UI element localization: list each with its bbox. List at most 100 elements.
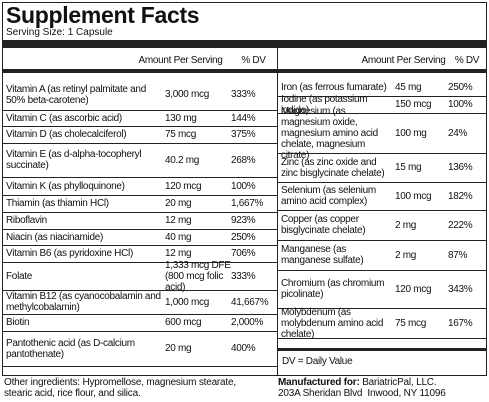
amount: 40 mg [165, 231, 192, 243]
amount: 45 mg [395, 82, 422, 93]
row-rule [3, 177, 277, 178]
daily-value: 400% [231, 343, 256, 354]
daily-value: 87% [448, 249, 468, 261]
daily-value: 706% [231, 248, 256, 259]
daily-value: 222% [448, 219, 473, 231]
nutrient-name: Magnesium (as magnesium oxide, magnesium… [281, 105, 378, 161]
nutrient-name: Vitamin K (as phylloquinone) [6, 180, 125, 192]
daily-value: 100% [231, 180, 256, 192]
row-rule [278, 270, 487, 271]
nutrient-name: Vitamin A (as retinyl palmitate and 50% … [6, 83, 146, 106]
row-rule [3, 366, 277, 367]
dv-header: % DV [454, 54, 480, 66]
row-rule [278, 210, 487, 211]
row-rule [3, 126, 277, 127]
row-rule [3, 314, 277, 315]
thick-bar [2, 40, 487, 48]
row-rule [278, 113, 487, 114]
row-rule [3, 262, 277, 263]
row-rule [278, 96, 487, 97]
amount: 120 mcg [395, 283, 432, 295]
manufactured-label: Manufactured for: [278, 377, 360, 388]
amount: 40.2 mg [165, 154, 200, 166]
daily-value: 24% [448, 127, 468, 139]
row-rule [3, 195, 277, 196]
nutrient-name: Vitamin B6 (as pyridoxine HCl) [6, 248, 133, 259]
row-rule [3, 331, 277, 332]
nutrient-name: Niacin (as niacinamide) [6, 231, 104, 243]
daily-value: 250% [231, 231, 256, 243]
nutrient-name: Biotin [6, 317, 30, 328]
amount: 20 mg [165, 198, 192, 209]
row-rule [278, 182, 487, 183]
row-rule [3, 143, 277, 144]
nutrient-name: Zinc (as zinc oxide and zinc bisglycinat… [281, 156, 385, 179]
daily-value: 923% [231, 215, 256, 226]
amount: 75 mcg [165, 129, 196, 140]
nutrient-name: Vitamin E (as d-alpha-tocopheryl succina… [6, 149, 142, 171]
amount: 1,333 mcg DFE (800 mcg folic acid) [165, 259, 231, 293]
manufacturer-block: Manufactured for: BariatricPal, LLC. 203… [278, 377, 446, 399]
daily-value: 136% [448, 162, 473, 173]
amount: 600 mcg [165, 317, 202, 328]
daily-value: 182% [448, 190, 473, 202]
amount: 2 mg [395, 249, 417, 261]
amount: 20 mg [165, 343, 192, 354]
divider [277, 48, 278, 375]
amount: 75 mcg [395, 317, 426, 329]
daily-value: 333% [231, 89, 256, 100]
amount: 3,000 mcg [165, 89, 209, 100]
nutrient-name: Vitamin B12 (as cyanocobalamin and methy… [6, 291, 161, 313]
address: 203A Sheridan Blvd Inwood, NY 11096 [278, 388, 446, 399]
amount: 12 mg [165, 215, 192, 226]
nutrient-name: Folate [6, 270, 32, 282]
serving-size: Serving Size: 1 Capsule [6, 27, 113, 38]
nutrient-name: Manganese (as manganese sulfate) [281, 244, 364, 266]
daily-value: 167% [448, 317, 473, 329]
daily-value: 144% [231, 112, 256, 124]
daily-value: 250% [448, 82, 473, 93]
daily-value: 41,667% [231, 296, 269, 308]
amount: 12 mg [165, 248, 192, 259]
nutrient-name: Copper (as copper bisglycinate chelate) [281, 214, 366, 236]
row-rule [3, 245, 277, 246]
row-rule [3, 212, 277, 213]
nutrient-name: Iron (as ferrous fumarate) [281, 82, 387, 93]
manufacturer: BariatricPal, LLC. [362, 377, 437, 388]
nutrient-name: Selenium (as selenium amino acid complex… [281, 185, 376, 207]
nutrient-name: Pantothenic acid (as D-calcium pantothen… [6, 337, 135, 360]
row-rule [278, 338, 487, 339]
dv-header: % DV [241, 54, 266, 66]
title: Supplement Facts [6, 2, 200, 28]
nutrient-name: Molybdenum (as molybdenum amino acid che… [281, 306, 384, 340]
nutrient-name: Vitamin C (as ascorbic acid) [6, 112, 122, 124]
amount: 15 mg [395, 162, 422, 173]
amount: 120 mcg [165, 180, 202, 192]
frame [2, 2, 487, 376]
amount: 1,000 mcg [165, 296, 209, 308]
nutrient-name: Vitamin D (as cholecalciferol) [6, 129, 127, 140]
rule [278, 69, 487, 73]
row-rule [3, 290, 277, 291]
other-ingredients: Other ingredients: Hypromellose, magnesi… [4, 377, 236, 399]
nutrient-name: Thiamin (as thiamin HCl) [6, 198, 109, 209]
daily-value: 2,000% [231, 317, 264, 328]
footnote: DV = Daily Value [282, 355, 353, 367]
daily-value: 333% [231, 270, 256, 282]
amount: 150 mcg [395, 99, 432, 110]
nutrient-name: Riboflavin [6, 215, 47, 226]
nutrient-name: Chromium (as chromium picolinate) [281, 278, 385, 300]
amount-header: Amount Per Serving [138, 54, 223, 66]
nutrient-name: Iodine (as potassium iodide) [281, 93, 368, 116]
row-rule [3, 110, 277, 111]
daily-value: 100% [448, 99, 473, 110]
daily-value: 268% [231, 154, 256, 166]
rule [3, 69, 277, 73]
amount: 100 mg [395, 127, 427, 139]
row-rule [278, 153, 487, 154]
daily-value: 1,667% [231, 198, 264, 209]
amount: 2 mg [395, 219, 417, 231]
amount: 100 mcg [395, 190, 432, 202]
amount: 130 mg [165, 112, 197, 124]
